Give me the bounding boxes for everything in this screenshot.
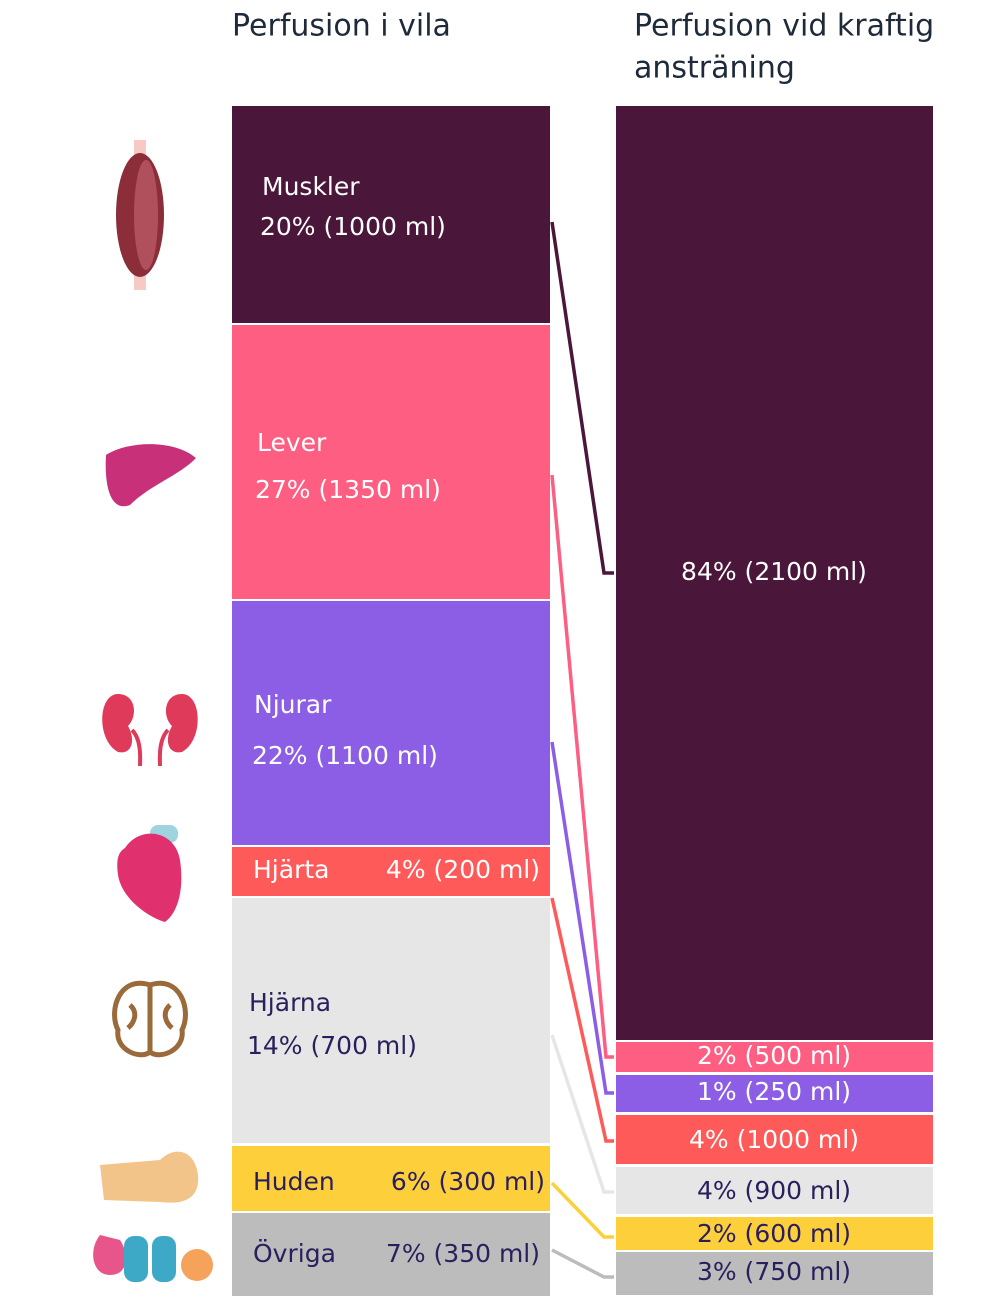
exercise-segment — [616, 1042, 933, 1072]
segment-name: Lever — [257, 428, 327, 457]
rest-segment — [232, 1146, 550, 1211]
rest-segment — [232, 898, 550, 1143]
segment-value: 2% (500 ml) — [697, 1041, 851, 1070]
heart-icon — [117, 825, 182, 922]
segment-name: Hjärna — [249, 988, 331, 1017]
connector — [550, 741, 614, 1095]
rest-title: Perfusion i vila — [232, 9, 451, 44]
connector — [550, 221, 614, 575]
organs-icon — [93, 1235, 213, 1282]
icons — [93, 140, 213, 1282]
connector — [550, 1034, 614, 1194]
segment-value: 4% (1000 ml) — [689, 1125, 859, 1154]
exercise-title: Perfusion vid kraftig — [634, 9, 934, 44]
segment-value: 27% (1350 ml) — [255, 475, 441, 504]
rest-segment — [232, 601, 550, 845]
connector — [551, 1248, 614, 1279]
segment-name: Huden — [253, 1167, 335, 1196]
segment-value: 7% (350 ml) — [386, 1239, 540, 1268]
rest-segment — [232, 106, 550, 323]
rest-segment — [232, 1213, 550, 1296]
segment-value: 20% (1000 ml) — [260, 212, 446, 241]
rest-segment — [232, 847, 550, 896]
segment-value: 4% (900 ml) — [697, 1176, 851, 1205]
hand-icon — [100, 1151, 199, 1203]
connector — [550, 1181, 614, 1239]
rest-segment — [232, 325, 550, 599]
kidney-icon — [102, 694, 198, 767]
exercise-segment — [616, 1167, 933, 1214]
segment-name: Övriga — [253, 1239, 336, 1268]
segment-value: 6% (300 ml) — [391, 1167, 545, 1196]
exercise-segment — [616, 1075, 933, 1112]
exercise-segment — [616, 1252, 933, 1295]
segment-value: 14% (700 ml) — [247, 1031, 417, 1060]
segment-value: 1% (250 ml) — [697, 1077, 851, 1106]
segment-name: Hjärta — [253, 855, 329, 884]
connector — [550, 897, 614, 1143]
segment-value: 2% (600 ml) — [697, 1219, 851, 1248]
muscle-icon — [116, 140, 164, 290]
exercise-segment — [616, 1217, 933, 1250]
segment-value: 3% (750 ml) — [697, 1257, 851, 1286]
exercise-segment — [616, 106, 933, 1040]
segment-value: 22% (1100 ml) — [252, 741, 438, 770]
exercise-segment — [616, 1115, 933, 1164]
segment-value: 4% (200 ml) — [386, 855, 540, 884]
connector — [550, 474, 614, 1059]
segment-name: Muskler — [262, 172, 360, 201]
brain-icon — [112, 980, 188, 1058]
liver-icon — [105, 444, 196, 507]
connectors — [550, 221, 614, 1279]
segment-value: 84% (2100 ml) — [681, 557, 867, 586]
exercise-title: ansträning — [634, 51, 795, 86]
segment-name: Njurar — [254, 690, 332, 719]
